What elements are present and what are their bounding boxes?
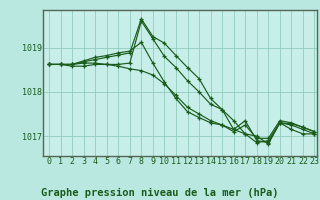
Text: Graphe pression niveau de la mer (hPa): Graphe pression niveau de la mer (hPa) [41,188,279,198]
